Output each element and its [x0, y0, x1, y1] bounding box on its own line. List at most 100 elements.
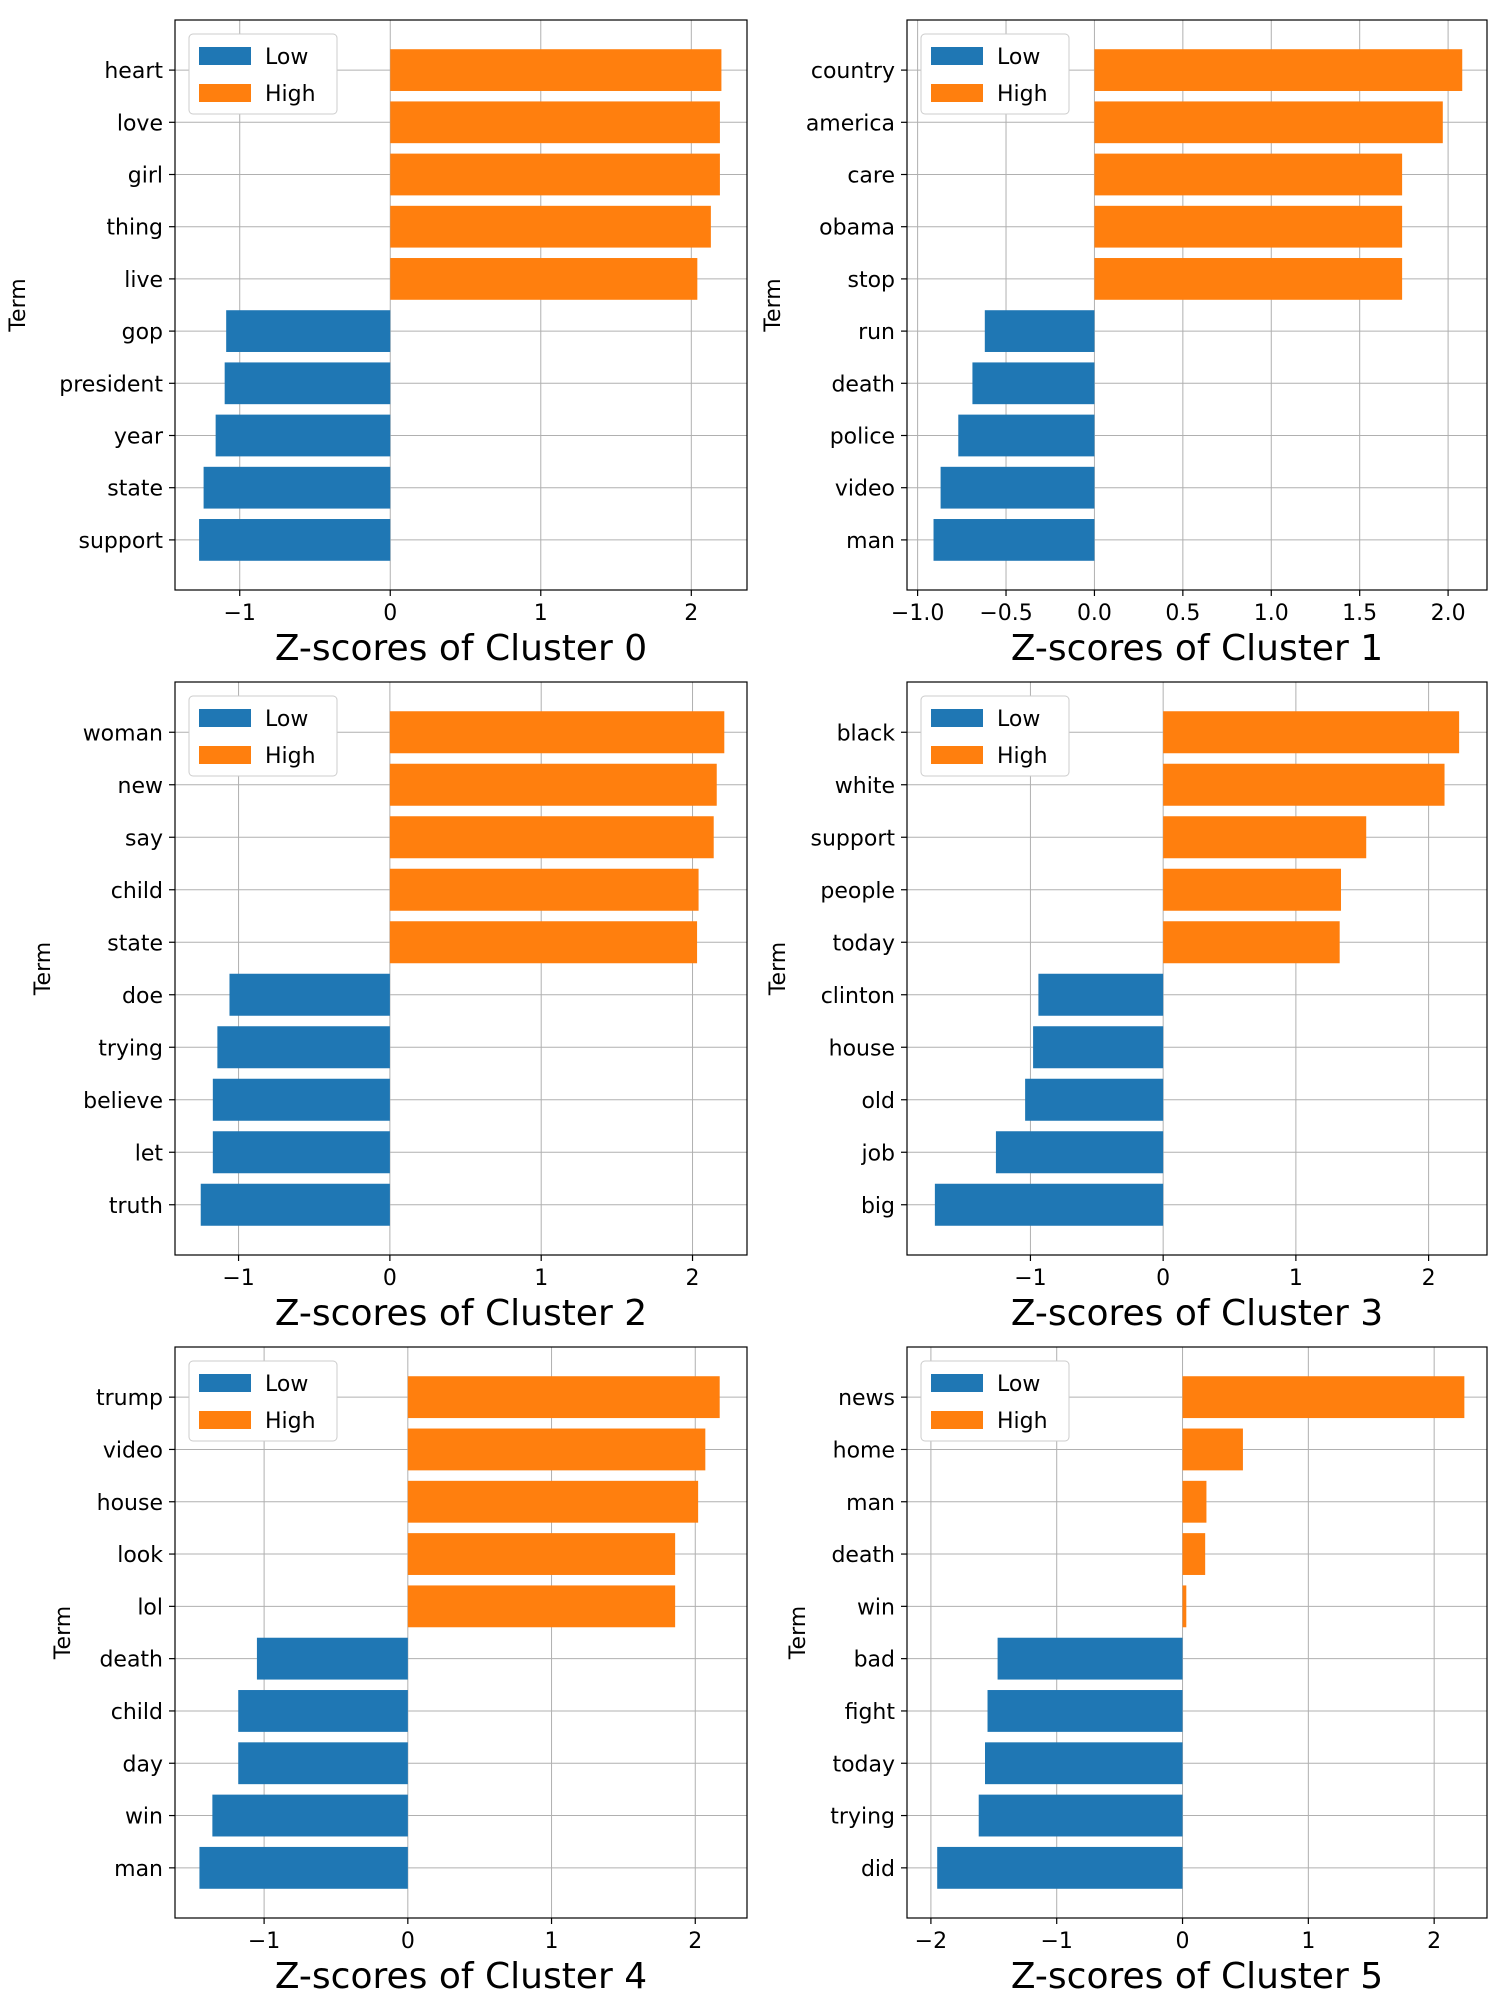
- category-label: state: [107, 477, 163, 502]
- category-label: lol: [137, 1595, 163, 1620]
- bar-low-truth: [200, 1183, 390, 1226]
- category-label: man: [846, 529, 895, 554]
- legend-label-high: High: [265, 82, 316, 107]
- bar-low-president: [224, 362, 391, 405]
- chart-cluster-0: heart love girl thing live gop president year st…: [6, 19, 748, 669]
- bar-low-run: [984, 310, 1095, 352]
- bar-low-job: [995, 1131, 1164, 1174]
- bar-low-believe: [212, 1078, 390, 1121]
- bar-low-man: [933, 519, 1095, 561]
- category-label: video: [103, 1438, 163, 1463]
- category-label: video: [835, 477, 895, 502]
- category-label: look: [117, 1543, 163, 1568]
- x-tick-label: 1: [1289, 1266, 1303, 1291]
- chart-cluster-4: trump video house look lol death child day win ma…: [51, 1346, 748, 1997]
- category-label: today: [832, 1752, 895, 1777]
- x-tick-label: −0.5: [979, 601, 1032, 626]
- bar-low-clinton: [1038, 973, 1164, 1016]
- bar-low-house: [1033, 1026, 1164, 1069]
- bar-low-trying: [217, 1026, 390, 1069]
- legend-swatch-low: [931, 47, 983, 65]
- category-label: care: [847, 164, 895, 189]
- chart-cluster-2: woman new say child state doe trying believe let…: [31, 681, 748, 1334]
- bar-high-woman: [389, 711, 725, 754]
- x-tick-label: −1: [224, 601, 256, 626]
- category-label: job: [860, 1141, 895, 1166]
- bar-high-support: [1163, 816, 1367, 859]
- bar-high-black: [1163, 711, 1460, 754]
- x-tick-label: −1: [1014, 1266, 1046, 1291]
- x-tick-label: 2: [684, 601, 698, 626]
- bar-high-live: [390, 258, 698, 300]
- legend: Low High: [188, 1360, 338, 1442]
- bar-high-man: [1182, 1480, 1207, 1523]
- legend-label-high: High: [265, 744, 316, 769]
- bar-high-video: [407, 1428, 706, 1471]
- x-tick-label: 0.5: [1165, 601, 1200, 626]
- category-label: support: [811, 826, 896, 851]
- category-label: run: [858, 320, 895, 345]
- legend: Low High: [188, 695, 338, 777]
- axes-frame: [906, 1346, 1488, 1919]
- legend-label-high: High: [265, 1409, 316, 1434]
- category-label: house: [829, 1036, 895, 1061]
- bar-high-trump: [407, 1376, 720, 1419]
- x-axis-label: Z-scores of Cluster 5: [1011, 1956, 1383, 1997]
- bar-high-death: [1182, 1533, 1206, 1575]
- legend-swatch-low: [931, 1374, 983, 1392]
- legend: Low High: [188, 33, 338, 115]
- x-axis-label: Z-scores of Cluster 2: [275, 1293, 647, 1334]
- category-label: people: [820, 879, 895, 904]
- legend-swatch-high: [931, 84, 983, 102]
- bar-high-new: [389, 763, 717, 806]
- legend-swatch-high: [931, 1411, 983, 1429]
- category-label: did: [861, 1857, 895, 1882]
- axes-frame: [174, 681, 748, 1256]
- bar-high-home: [1182, 1428, 1243, 1471]
- x-tick-label: −1.0: [891, 601, 944, 626]
- bar-low-old: [1025, 1078, 1164, 1121]
- category-label: america: [806, 111, 895, 136]
- x-tick-label: 2: [686, 1266, 700, 1291]
- y-axis-label: Term: [761, 278, 786, 332]
- bar-high-obama: [1094, 205, 1403, 248]
- category-label: new: [118, 774, 163, 799]
- category-label: support: [79, 529, 164, 554]
- bar-low-child: [238, 1690, 408, 1732]
- category-label: girl: [128, 164, 163, 189]
- y-axis-label: Term: [6, 278, 31, 332]
- bar-high-people: [1163, 868, 1342, 911]
- bar-high-girl: [390, 153, 720, 196]
- legend-label-low: Low: [265, 707, 308, 732]
- category-label: day: [123, 1752, 163, 1777]
- bar-low-year: [215, 414, 391, 457]
- category-label: win: [125, 1805, 163, 1830]
- category-label: old: [861, 1089, 895, 1114]
- category-label: stop: [847, 268, 895, 293]
- legend-swatch-high: [199, 746, 251, 764]
- legend-label-low: Low: [265, 45, 308, 70]
- x-tick-label: −1: [222, 1266, 254, 1291]
- category-label: believe: [83, 1089, 163, 1114]
- category-label: child: [111, 1700, 163, 1725]
- legend: Low High: [920, 33, 1070, 115]
- bar-low-video: [940, 466, 1095, 509]
- category-label: president: [59, 372, 163, 397]
- bar-low-today: [985, 1742, 1183, 1785]
- category-label: clinton: [821, 984, 895, 1009]
- x-tick-label: −1: [1040, 1929, 1072, 1954]
- category-label: bad: [854, 1648, 895, 1673]
- category-label: state: [107, 931, 163, 956]
- category-label: trump: [96, 1386, 163, 1411]
- bar-low-let: [212, 1131, 390, 1174]
- bar-high-heart: [390, 49, 722, 91]
- chart-cluster-1: country america care obama stop run death polic…: [761, 19, 1488, 669]
- bar-high-white: [1163, 763, 1445, 806]
- axes-frame: [906, 19, 1488, 591]
- category-label: woman: [83, 721, 163, 746]
- bar-high-lol: [407, 1585, 676, 1628]
- legend-swatch-high: [931, 746, 983, 764]
- bar-low-death: [256, 1637, 408, 1680]
- bar-low-big: [934, 1183, 1164, 1226]
- category-label: love: [117, 111, 163, 136]
